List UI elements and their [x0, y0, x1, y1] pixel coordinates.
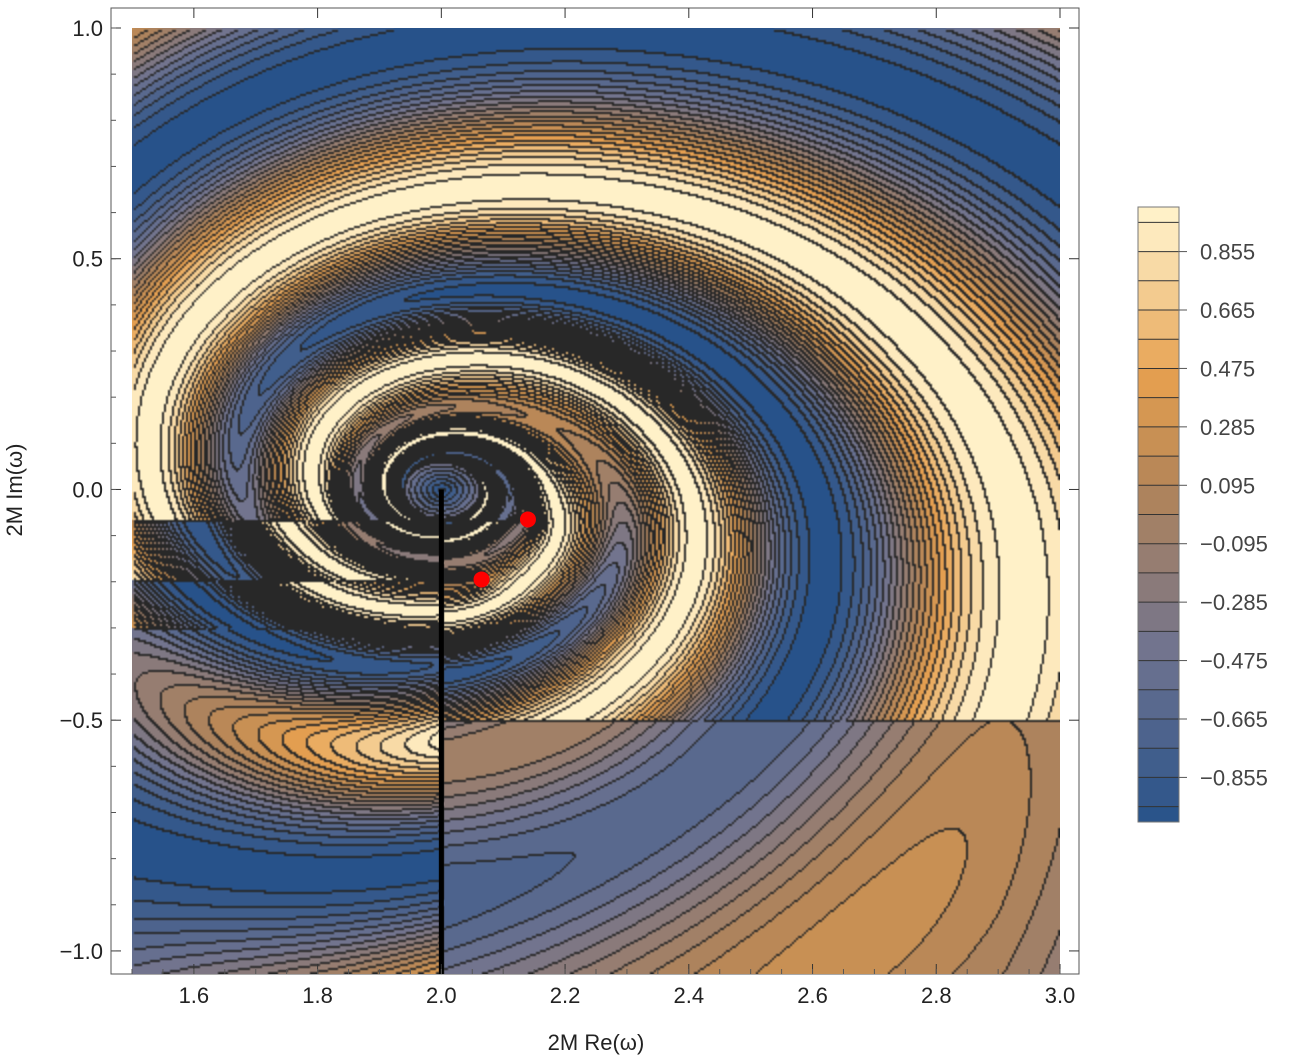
colorbar-legend: 0.855 0.665 0.475 0.285 0.095 −0.095 −0.285 −0.…	[1137, 206, 1268, 823]
colorbar-band	[1138, 426, 1179, 457]
colorbar-tick-label: −0.475	[1200, 649, 1268, 674]
contour-field	[132, 28, 1060, 974]
y-axis-label: 2M Im(ω)	[2, 444, 27, 537]
colorbar-band	[1138, 777, 1179, 807]
colorbar-band	[1138, 251, 1179, 281]
plot-area	[132, 28, 1060, 974]
colorbar-tick-label: −0.855	[1200, 765, 1268, 790]
colorbar-tick-label: 0.285	[1200, 415, 1255, 440]
colorbar-frame	[1137, 206, 1180, 823]
colorbar-band	[1138, 602, 1179, 632]
x-tick-label: 2.0	[426, 983, 457, 1008]
axis-ticks	[111, 8, 1079, 974]
x-tick-label: 2.8	[921, 983, 952, 1008]
y-tick-label: 0.5	[72, 247, 103, 272]
highlighted-point-2	[473, 571, 490, 588]
colorbar-band	[1138, 339, 1179, 369]
y-tick-label: −0.5	[60, 708, 103, 733]
colorbar-band	[1138, 543, 1179, 573]
x-tick-label: 1.8	[302, 983, 333, 1008]
x-axis-label: 2M Re(ω)	[548, 1030, 645, 1055]
highlighted-points	[473, 511, 536, 588]
colorbar-tick-label: 0.475	[1200, 356, 1255, 381]
y-tick-label: −1.0	[60, 939, 103, 964]
y-tick-labels: 1.0 0.5 0.0 −0.5 −1.0	[60, 16, 103, 964]
colorbar-tick-label: −0.665	[1200, 707, 1268, 732]
colorbar-tick-label: −0.285	[1200, 590, 1268, 615]
x-tick-label: 1.6	[179, 983, 210, 1008]
colorbar-band	[1138, 368, 1179, 398]
colorbar-tick-label: 0.095	[1200, 473, 1255, 498]
colorbar-band	[1138, 280, 1179, 311]
x-tick-label: 2.4	[674, 983, 705, 1008]
colorbar-band	[1138, 572, 1179, 603]
colorbar-band	[1138, 689, 1179, 719]
colorbar-band	[1138, 718, 1179, 749]
x-tick-label: 2.2	[550, 983, 581, 1008]
colorbar-tick-label: 0.665	[1200, 298, 1255, 323]
colorbar-band	[1138, 806, 1179, 822]
colorbar-band	[1138, 310, 1179, 340]
colorbar-tick-label: −0.095	[1200, 532, 1268, 557]
colorbar-band	[1138, 514, 1179, 544]
y-tick-label: 0.0	[72, 477, 103, 502]
colorbar-bands	[1138, 207, 1179, 822]
x-tick-label: 2.6	[797, 983, 828, 1008]
x-tick-labels: 1.6 1.8 2.0 2.2 2.4 2.6 2.8 3.0	[179, 983, 1076, 1008]
y-tick-label: 1.0	[72, 16, 103, 41]
x-tick-label: 3.0	[1045, 983, 1076, 1008]
colorbar-band	[1138, 748, 1179, 778]
colorbar-ticks: 0.855 0.665 0.475 0.285 0.095 −0.095 −0.285 −0.…	[1179, 240, 1268, 790]
colorbar-band	[1138, 456, 1179, 486]
colorbar-band	[1138, 660, 1179, 690]
colorbar-band	[1138, 631, 1179, 661]
highlighted-point-1	[519, 511, 536, 528]
colorbar-tick-label: 0.855	[1200, 240, 1255, 265]
colorbar-band	[1138, 207, 1179, 223]
colorbar-band	[1138, 222, 1179, 252]
colorbar-band	[1138, 397, 1179, 427]
colorbar-band	[1138, 485, 1179, 515]
